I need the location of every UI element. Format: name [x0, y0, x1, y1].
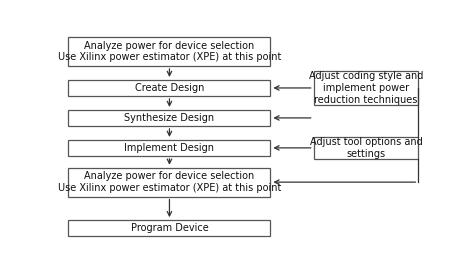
Text: Create Design: Create Design: [135, 83, 204, 93]
Bar: [314, 71, 419, 105]
Text: Program Device: Program Device: [130, 223, 209, 233]
Text: Analyze power for device selection
Use Xilinx power estimator (XPE) at this poin: Analyze power for device selection Use X…: [58, 41, 281, 62]
Bar: [68, 220, 271, 236]
Bar: [68, 80, 271, 96]
Bar: [68, 168, 271, 197]
Bar: [314, 137, 419, 159]
Text: Synthesize Design: Synthesize Design: [124, 113, 215, 123]
Bar: [68, 37, 271, 66]
Text: Adjust tool options and
settings: Adjust tool options and settings: [310, 137, 422, 159]
Text: Analyze power for device selection
Use Xilinx power estimator (XPE) at this poin: Analyze power for device selection Use X…: [58, 171, 281, 193]
Text: Implement Design: Implement Design: [125, 143, 214, 153]
Bar: [68, 140, 271, 156]
Text: Adjust coding style and
implement power
reduction techniques: Adjust coding style and implement power …: [309, 71, 423, 105]
Bar: [68, 110, 271, 126]
